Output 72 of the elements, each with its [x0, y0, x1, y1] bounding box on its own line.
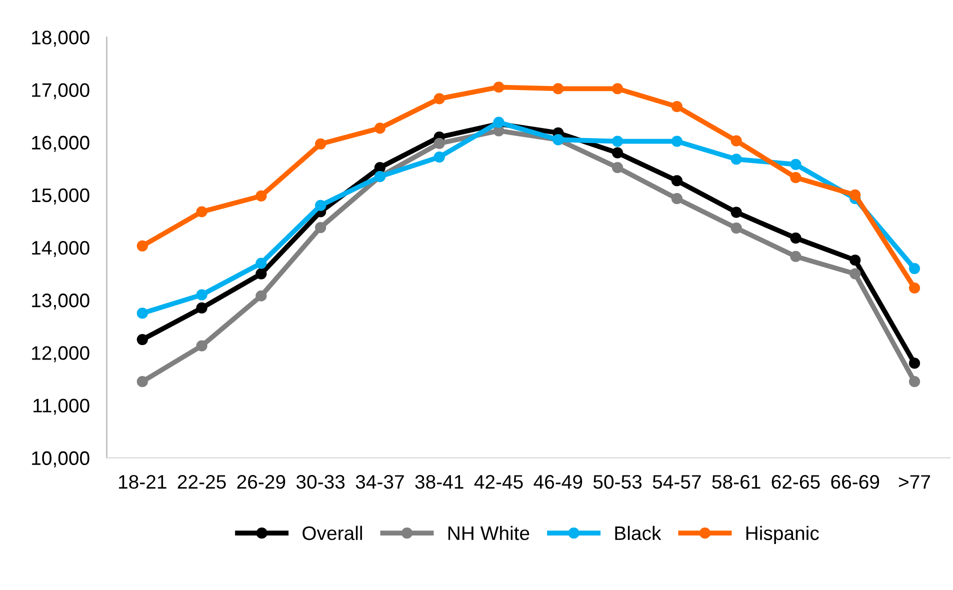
- legend-label: Hispanic: [746, 526, 819, 544]
- point: [196, 302, 208, 314]
- point: [136, 240, 148, 252]
- point: [552, 83, 564, 94]
- point: [196, 340, 208, 352]
- point: [671, 175, 682, 186]
- x-tick-label: 22-25: [178, 475, 226, 489]
- point: [730, 135, 742, 146]
- point: [256, 290, 267, 302]
- point: [315, 200, 326, 211]
- point: [136, 308, 148, 319]
- point: [908, 376, 920, 388]
- point: [196, 289, 208, 300]
- point: [612, 83, 624, 94]
- y-tick-label: 11,000: [34, 398, 90, 415]
- x-tick-label: 50-53: [593, 475, 642, 489]
- x-tick-label: 58-61: [712, 475, 760, 489]
- x-tick-label: 38-41: [415, 475, 464, 489]
- point: [315, 222, 326, 234]
- y-tick-label: 17,000: [32, 83, 90, 100]
- point: [908, 262, 920, 274]
- x-tick-label: 18-21: [118, 475, 166, 489]
- y-tick-label: 16,000: [32, 136, 90, 152]
- point: [196, 206, 208, 218]
- legend-label: NH White: [448, 526, 530, 540]
- point: [671, 136, 682, 147]
- point: [136, 334, 148, 346]
- x-tick-label: 54-57: [652, 475, 701, 489]
- legend-label: Black: [615, 526, 662, 540]
- x-tick-label: 34-37: [356, 475, 404, 489]
- point: [256, 258, 267, 269]
- point: [790, 232, 802, 244]
- point: [256, 268, 267, 280]
- point: [612, 162, 624, 174]
- point: [850, 189, 861, 200]
- x-tick-label: 46-49: [534, 475, 582, 489]
- y-tick-label: 10,000: [32, 451, 90, 468]
- point: [493, 82, 504, 93]
- point: [850, 268, 861, 280]
- point: [730, 222, 742, 234]
- point: [434, 138, 445, 149]
- point: [908, 282, 920, 294]
- y-tick-label: 15,000: [32, 188, 90, 204]
- x-tick-label: 62-65: [772, 475, 820, 489]
- point: [671, 101, 682, 112]
- point: [850, 254, 861, 266]
- point: [434, 152, 445, 163]
- y-tick-label: 13,000: [32, 294, 90, 310]
- x-tick-label: 30-33: [296, 475, 345, 489]
- legend-label: Overall: [302, 526, 362, 540]
- point: [908, 358, 920, 369]
- point: [315, 138, 326, 150]
- point: [730, 206, 742, 218]
- point: [790, 250, 802, 262]
- point: [374, 162, 386, 174]
- x-tick-label: 42-45: [474, 475, 523, 489]
- point: [671, 193, 682, 204]
- x-tick-label: >77: [898, 475, 930, 489]
- point: [434, 93, 445, 104]
- y-tick-label: 12,000: [32, 346, 90, 362]
- point: [612, 136, 624, 147]
- point: [136, 376, 148, 388]
- x-tick-label: 66-69: [831, 475, 880, 489]
- point: [256, 190, 267, 202]
- point: [730, 154, 742, 165]
- x-tick-label: 26-29: [237, 475, 286, 489]
- point: [612, 147, 624, 158]
- y-tick-label: 18,000: [32, 30, 90, 47]
- point: [374, 122, 386, 134]
- y-tick-label: 14,000: [32, 240, 90, 258]
- point: [790, 172, 802, 184]
- point: [790, 158, 802, 170]
